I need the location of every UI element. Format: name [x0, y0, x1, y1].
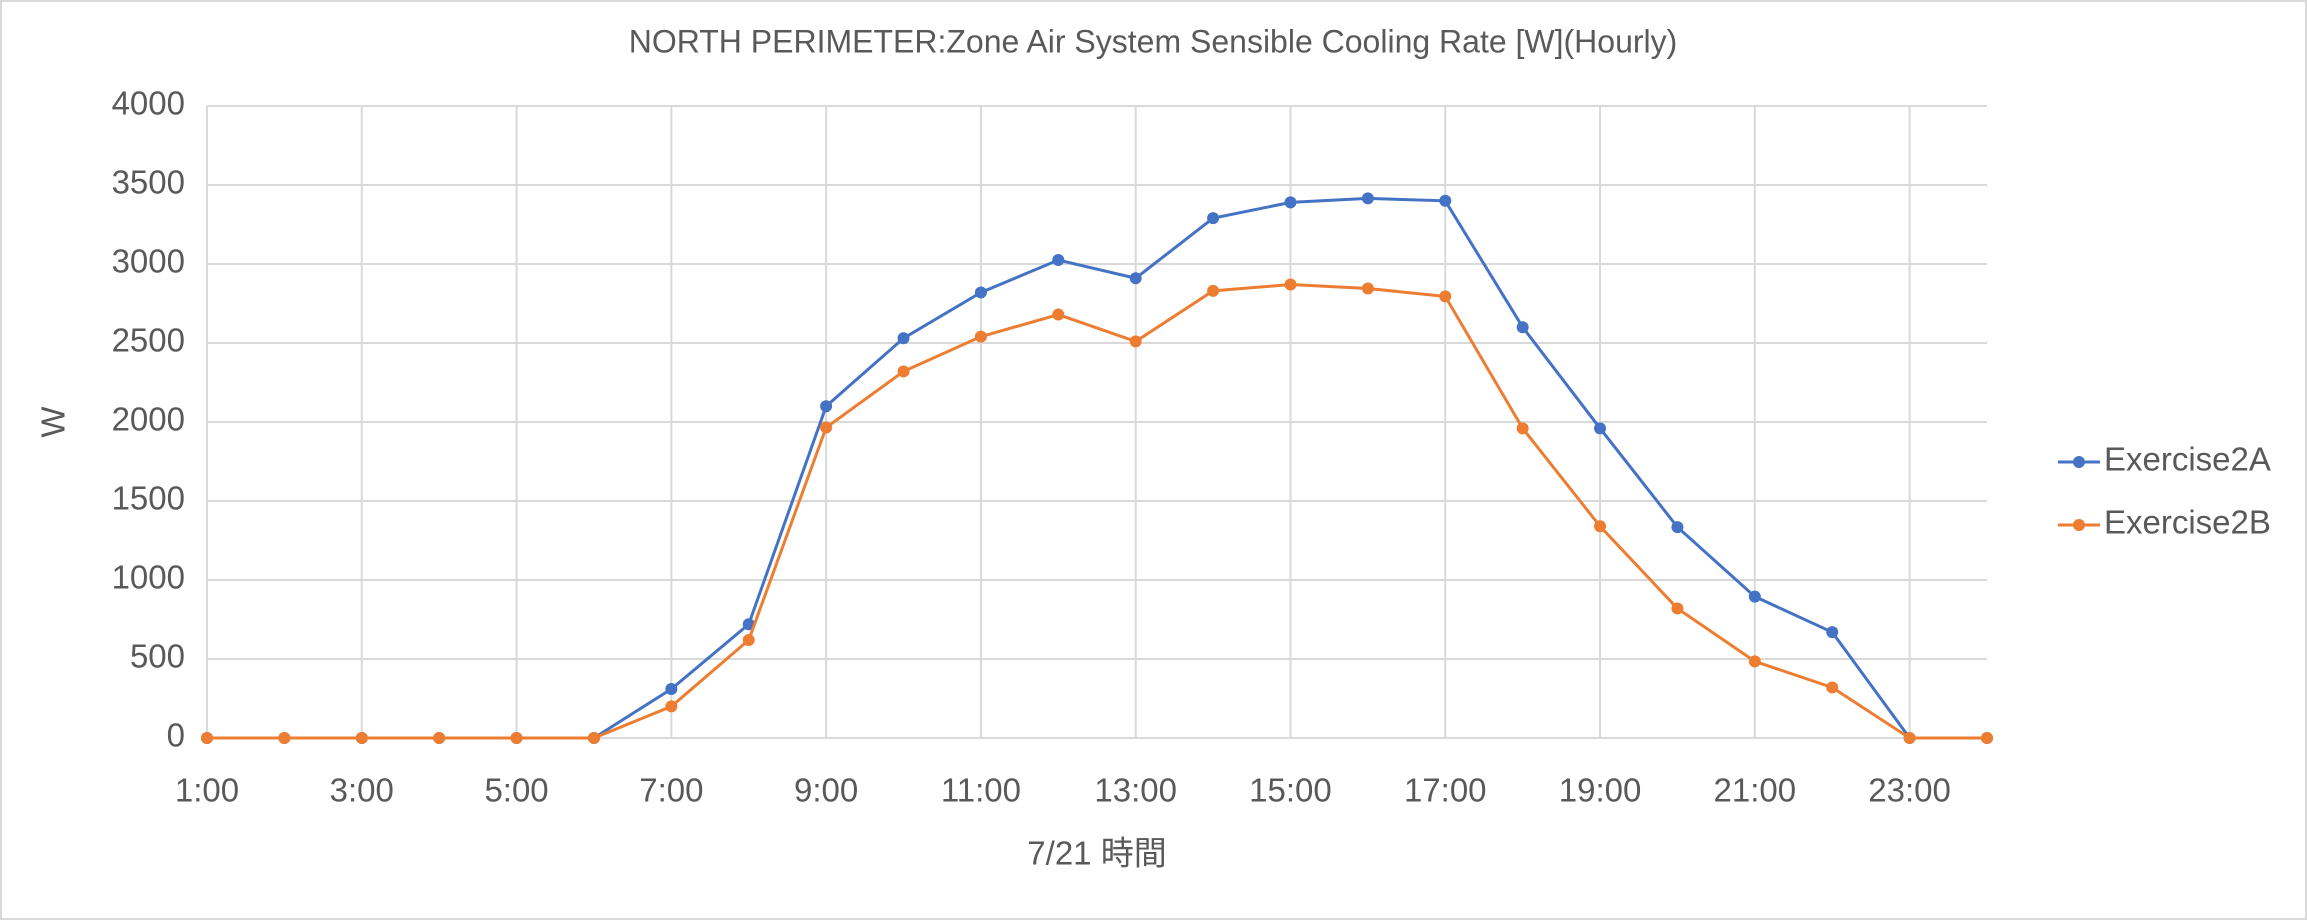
chart-title: NORTH PERIMETER:Zone Air System Sensible… [629, 23, 1678, 59]
data-point [974, 330, 987, 343]
data-point [974, 286, 987, 299]
series-line [207, 283, 1987, 740]
x-tick-label: 11:00 [941, 772, 1021, 809]
data-point [1594, 422, 1607, 435]
data-point [1361, 282, 1374, 295]
x-tick-label: 5:00 [484, 772, 548, 809]
data-point [201, 732, 213, 744]
x-tick-label: 1:00 [175, 772, 239, 809]
x-axis-title: 7/21 時間 [1027, 835, 1166, 872]
y-tick-label: 1500 [112, 480, 185, 517]
y-tick-label: 1000 [112, 559, 185, 596]
x-tick-label: 23:00 [1868, 772, 1951, 809]
data-point [1671, 521, 1684, 534]
x-tick-label: 13:00 [1094, 772, 1177, 809]
y-axis-title: W [35, 406, 72, 438]
data-point [897, 365, 910, 378]
data-point [1516, 321, 1529, 334]
y-tick-label: 500 [130, 638, 185, 675]
data-point [1748, 590, 1761, 603]
legend-label: Exercise2A [2104, 441, 2271, 478]
y-tick-label: 2500 [112, 322, 185, 359]
data-point [1207, 284, 1220, 297]
legend-marker [2073, 519, 2085, 531]
x-tick-label: 9:00 [794, 772, 858, 809]
x-tick-label: 7:00 [639, 772, 703, 809]
x-tick-label: 17:00 [1404, 772, 1487, 809]
data-point [897, 332, 910, 345]
data-point [1129, 335, 1142, 348]
data-point [1052, 254, 1065, 267]
data-point [433, 732, 446, 744]
x-tick-label: 21:00 [1714, 772, 1797, 809]
data-point [742, 634, 755, 647]
data-point [665, 700, 678, 713]
legend-marker [2073, 456, 2085, 468]
data-point [1284, 278, 1297, 291]
data-point [665, 683, 678, 696]
data-point [1361, 192, 1374, 205]
data-point [820, 421, 833, 434]
data-point [1516, 422, 1529, 435]
data-point [1207, 212, 1220, 225]
data-point [1052, 308, 1065, 321]
data-point [820, 400, 833, 413]
data-point [587, 732, 600, 744]
data-point [1671, 602, 1684, 615]
y-tick-label: 0 [167, 717, 185, 754]
data-point [1439, 290, 1452, 303]
data-point [1826, 681, 1839, 694]
data-point [1903, 732, 1916, 744]
y-tick-label: 2000 [112, 401, 185, 438]
data-point [510, 732, 523, 744]
y-tick-label: 4000 [112, 85, 185, 122]
x-tick-label: 19:00 [1559, 772, 1642, 809]
data-point [355, 732, 368, 744]
data-point [1129, 272, 1142, 285]
x-tick-label: 15:00 [1249, 772, 1332, 809]
x-tick-label: 3:00 [330, 772, 394, 809]
data-point [278, 732, 291, 744]
data-point [1439, 194, 1452, 207]
data-point [1981, 732, 1993, 744]
data-point [1594, 520, 1607, 533]
data-point [1826, 626, 1839, 639]
legend-label: Exercise2B [2104, 504, 2271, 541]
data-point [1748, 655, 1761, 668]
y-tick-label: 3000 [112, 243, 185, 280]
data-point [1284, 196, 1297, 209]
data-point [742, 618, 755, 631]
y-tick-label: 3500 [112, 164, 185, 201]
